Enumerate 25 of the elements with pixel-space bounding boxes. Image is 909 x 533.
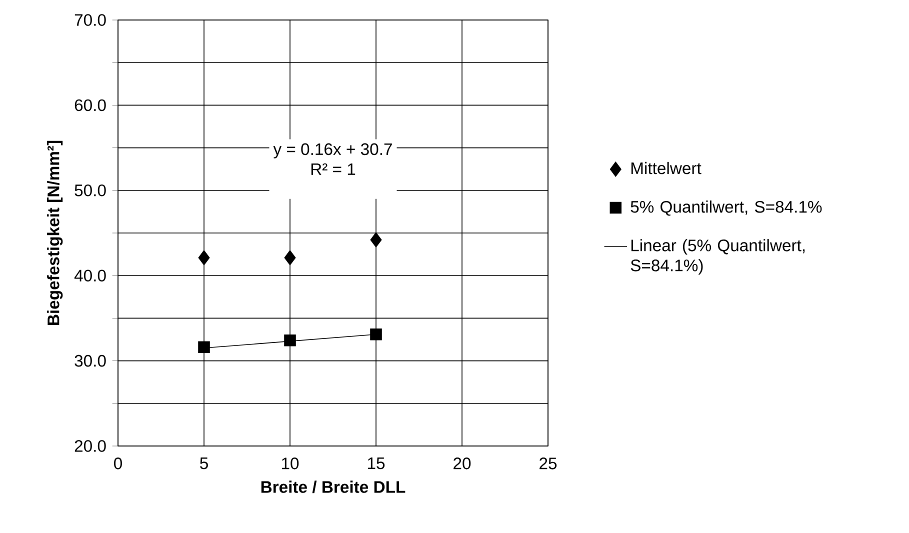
annotation: y = 0.16x + 30.7	[273, 143, 392, 158]
legend-label: 5% Quantilwert, S=84.1%	[630, 200, 822, 216]
legend-label: Linear (5% Quantilwert, S=84.1%)	[630, 239, 805, 275]
y-tick-label: 30.0	[74, 354, 106, 367]
y-tick-label: 60.0	[74, 99, 106, 112]
x-tick-label: 10	[282, 458, 299, 470]
x-tick-label: 5	[200, 458, 208, 470]
y-tick-label: 50.0	[74, 184, 106, 196]
legend-label: Mittelwert	[631, 162, 702, 174]
y-axis-title: Biegefestigkeit [N/mm²]	[47, 140, 63, 325]
x-tick-label: 20	[454, 458, 471, 470]
x-tick-label: 0	[114, 458, 122, 470]
y-tick-label: 70.0	[74, 14, 106, 26]
point	[198, 341, 210, 354]
point	[284, 250, 296, 266]
y-tick-label: 40.0	[74, 270, 106, 282]
annotation: R² = 1	[311, 163, 356, 175]
x-axis-title: Breite / Breite DLL	[261, 480, 406, 494]
x-tick-label: 25	[540, 458, 557, 470]
point	[198, 250, 210, 266]
y-tick-label: 20.0	[74, 440, 106, 452]
point	[284, 334, 296, 346]
point	[370, 232, 382, 248]
x-tick-label: 15	[368, 458, 385, 470]
point	[370, 328, 382, 340]
